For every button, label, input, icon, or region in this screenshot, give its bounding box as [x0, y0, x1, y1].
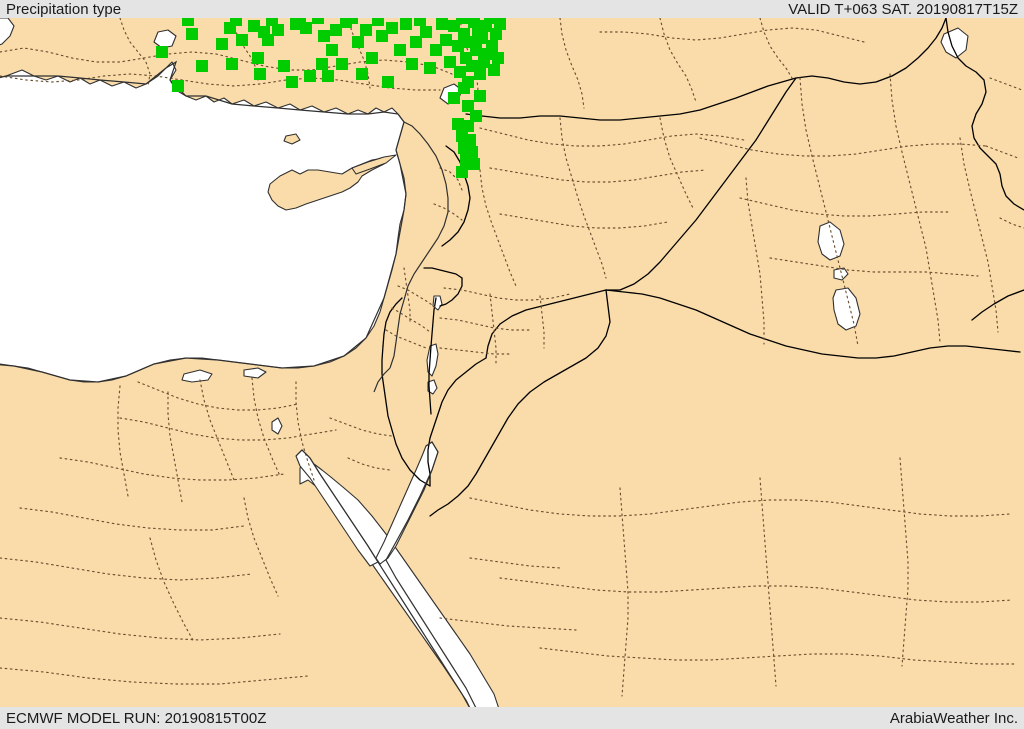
lake-urmia: [940, 27, 969, 59]
admin-egypt-7: [251, 377, 281, 477]
admin-turkey-9: [759, 18, 793, 79]
admin-egypt-3: [59, 457, 285, 481]
admin-lebanon-1: [439, 167, 463, 191]
map-canvas[interactable]: .land { fill: #fadcab; stroke: #303030; …: [0, 18, 1024, 707]
admin-jordan-3: [439, 347, 513, 355]
admin-egypt-14: [0, 667, 309, 685]
admin-israel-1: [397, 285, 437, 309]
border-syria-iraq: [605, 77, 797, 291]
border-saudi-kuwait: [971, 289, 1024, 321]
admin-saudi-5: [759, 477, 777, 687]
admin-syria-2: [489, 167, 707, 183]
provider-label: ArabiaWeather Inc.: [889, 710, 1018, 727]
admin-egypt-2: [119, 417, 337, 441]
lake-habbaniyah: [833, 267, 849, 281]
admin-lebanon-2: [433, 203, 463, 221]
cyprus-karpas-tip: [351, 154, 397, 175]
admin-jordan-2: [439, 317, 531, 331]
map-viewport[interactable]: .land { fill: #fadcab; stroke: #303030; …: [0, 18, 1024, 707]
admin-iraq-1: [699, 137, 987, 157]
coast-red-sea-west: [295, 449, 470, 707]
page-title: Precipitation type: [6, 1, 122, 18]
black-sea: [0, 18, 15, 46]
border-iraq-iran: [945, 18, 1024, 211]
admin-egypt-8: [295, 381, 315, 481]
border-saudi-iraq: [605, 289, 1021, 359]
lake-nasser-north: [271, 417, 283, 435]
coast-red-sea-east: [385, 441, 477, 707]
admin-iran-3: [999, 217, 1024, 229]
admin-sinai-1: [329, 417, 393, 437]
admin-turkey-1: [0, 47, 453, 75]
admin-saudi-3: [539, 647, 1017, 665]
admin-egypt-12: [149, 537, 195, 643]
admin-turkey-8: [659, 18, 697, 103]
border-israel-lebanon: [423, 267, 463, 279]
coast-sinai-west: [373, 367, 391, 393]
admin-iraq-5: [889, 73, 941, 343]
admin-turkey-5: [347, 18, 371, 89]
coast-levant: [389, 121, 449, 369]
border-turkey-iraq: [795, 18, 947, 85]
lake-tharthar: [817, 221, 845, 261]
nile-delta-lagoon: [243, 367, 267, 379]
border-israel-syria: [439, 277, 463, 307]
admin-iran-1: [989, 77, 1023, 91]
admin-israel-4: [403, 267, 411, 325]
admin-saudi-1: [469, 497, 1011, 517]
admin-saudi-6: [899, 457, 909, 667]
border-jordan-river: [428, 297, 437, 415]
lake-razzaza: [832, 287, 861, 331]
admin-iraq-4: [799, 77, 859, 347]
border-turkey-syria: [465, 77, 797, 121]
border-syria-jordan: [485, 289, 607, 359]
admin-iraq-2: [739, 197, 949, 217]
border-egypt-sinai-north: [382, 297, 403, 347]
header-band: Precipitation type VALID T+063 SAT. 2019…: [0, 0, 1024, 18]
border-israel-egypt: [381, 345, 431, 487]
admin-turkey-7: [559, 18, 585, 109]
model-run-label: ECMWF MODEL RUN: 20190815T00Z: [6, 710, 267, 727]
dead-sea-south: [427, 379, 438, 395]
admin-egypt-6: [199, 379, 235, 481]
admin-iraq-3: [769, 257, 979, 277]
admin-egypt-11: [243, 497, 279, 597]
admin-saudi-4: [619, 487, 629, 697]
admin-syria-3: [499, 213, 669, 229]
admin-saudi-8: [439, 617, 577, 631]
admin-sinai-2: [347, 457, 391, 471]
admin-syria-6: [479, 169, 517, 287]
aegean-bay: [153, 29, 177, 49]
admin-saudi-7: [469, 557, 561, 569]
admin-iran-2: [985, 145, 1019, 159]
admin-iraq-6: [959, 137, 999, 333]
border-lebanon-syria: [441, 145, 471, 247]
admin-egypt-13: [0, 617, 281, 641]
lake-manzala: [181, 369, 213, 383]
admin-egypt-4: [19, 507, 245, 531]
admin-egypt-1: [137, 381, 299, 411]
admin-israel-2: [391, 307, 431, 333]
admin-iraq-7: [745, 177, 765, 345]
admin-turkey-3: [119, 18, 151, 87]
border-jordan-saudi: [429, 289, 611, 517]
valid-time-label: VALID T+063 SAT. 20190817T15Z: [788, 1, 1018, 18]
admin-israel-3: [385, 329, 427, 349]
admin-syria-5: [659, 117, 695, 211]
admin-jordan-5: [539, 295, 545, 349]
admin-jordan-1: [443, 287, 571, 301]
cyprus-islet: [283, 133, 301, 145]
footer-band: ECMWF MODEL RUN: 20190815T00Z ArabiaWeat…: [0, 707, 1024, 729]
admin-egypt-5: [0, 557, 253, 581]
coast-mediterranean-south: [0, 60, 407, 383]
admin-jordan-4: [489, 293, 497, 367]
admin-turkey-2: [0, 73, 441, 91]
admin-turkey-6: [459, 18, 479, 103]
border-israel-jordan: [427, 357, 487, 487]
admin-saudi-2: [499, 577, 1013, 603]
